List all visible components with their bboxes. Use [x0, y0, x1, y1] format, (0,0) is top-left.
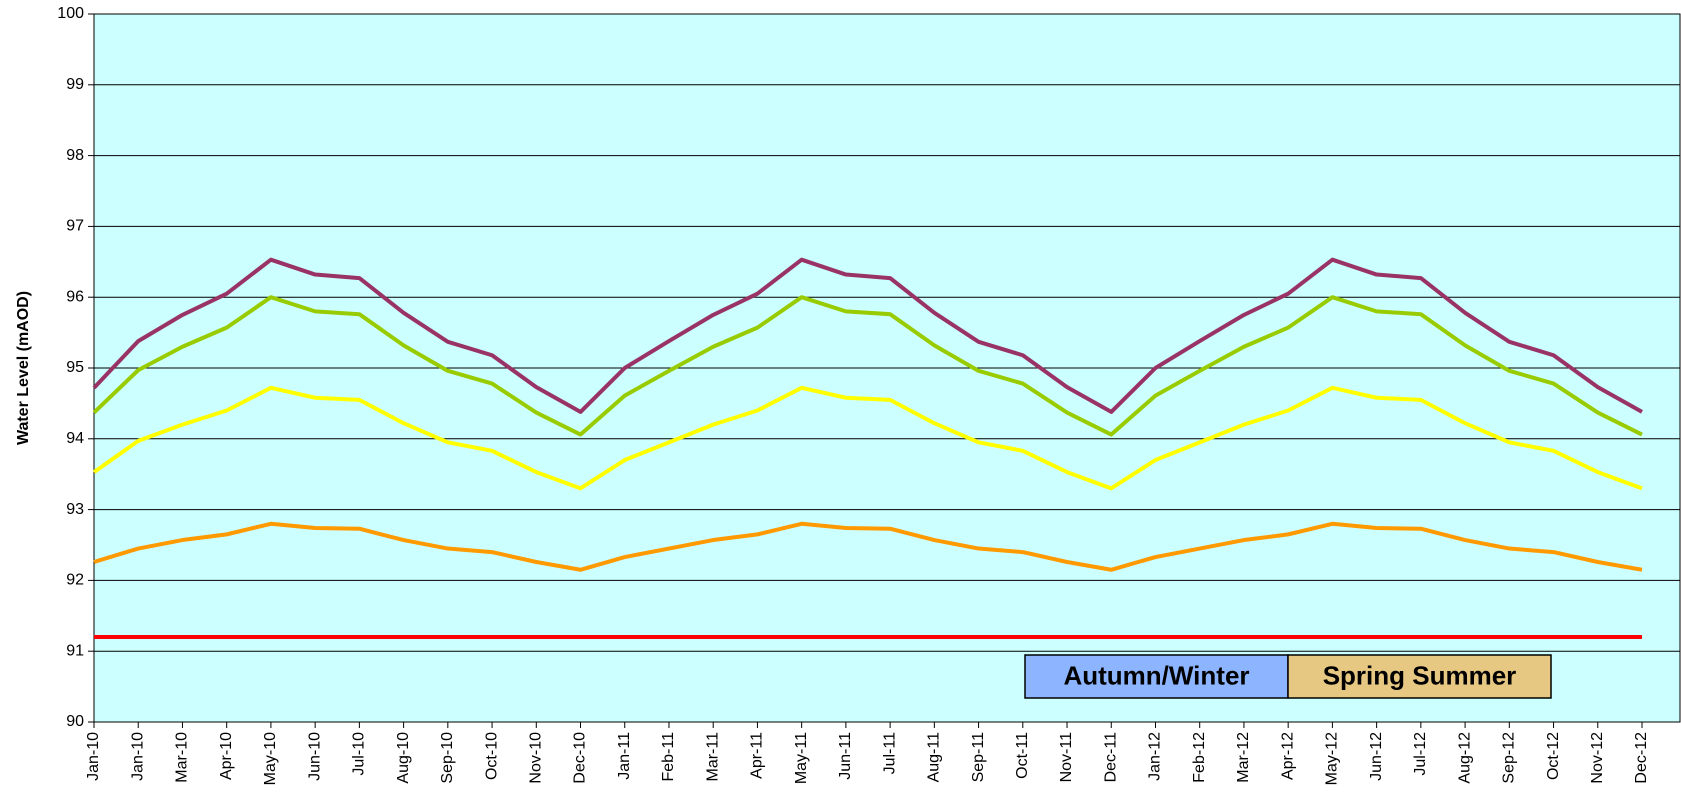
x-tick-label: Jan-11: [616, 732, 633, 780]
y-tick-label: 99: [66, 76, 84, 93]
x-tick-label: Aug-11: [926, 732, 943, 783]
x-tick-label: Apr-12: [1279, 732, 1296, 780]
x-tick-label: Nov-11: [1058, 732, 1075, 782]
x-tick-label: Apr-10: [218, 732, 235, 780]
x-tick-label: Sep-10: [439, 732, 456, 784]
y-tick-label: 98: [66, 147, 84, 164]
y-tick-label: 90: [66, 713, 84, 730]
x-tick-label: Feb-11: [660, 732, 677, 782]
x-tick-label: Aug-10: [395, 732, 412, 784]
y-tick-label: 96: [66, 288, 84, 305]
series-line: [92, 295, 1643, 437]
x-tick-label: Nov-10: [528, 732, 545, 784]
x-tick-label: Aug-12: [1456, 732, 1473, 784]
series-line: [93, 521, 1643, 572]
annotation-box: [1024, 654, 1289, 699]
x-tick-label: Jun-10: [306, 732, 323, 781]
x-tick-label: Dec-10: [572, 732, 589, 784]
x-tick-label: May-10: [262, 732, 279, 785]
y-tick-label: 95: [66, 359, 84, 376]
x-tick-label: Jul-11: [881, 732, 898, 774]
x-tick-label: Sep-12: [1501, 732, 1518, 784]
y-tick-label: 93: [66, 501, 84, 518]
series-line: [92, 257, 1643, 414]
y-tick-label: 94: [66, 430, 84, 447]
x-tick-label: Jun-12: [1368, 732, 1385, 781]
series-line: [92, 385, 1643, 491]
x-tick-label: Jun-11: [837, 732, 854, 780]
x-tick-label: Jan-12: [1147, 732, 1164, 781]
x-tick-label: Sep-11: [970, 732, 987, 783]
y-axis-label: Water Level (mAOD): [15, 291, 32, 445]
x-tick-label: Mar-11: [704, 732, 721, 782]
y-tick-label: 97: [66, 218, 84, 235]
annotation-text: Autumn/Winter: [1063, 660, 1249, 690]
x-tick-label: Jul-12: [1412, 732, 1429, 776]
x-tick-label: Jan-10: [85, 732, 102, 781]
annotation-text: Spring Summer: [1323, 660, 1517, 690]
x-tick-label: Apr-11: [749, 732, 766, 779]
x-tick-label: Nov-12: [1589, 732, 1606, 784]
x-tick-label: Oct-11: [1014, 732, 1031, 779]
annotation-box: [1287, 654, 1552, 699]
y-tick-label: 100: [57, 5, 84, 22]
y-tick-label: 91: [66, 642, 84, 659]
x-tick-label: Mar-10: [174, 732, 191, 783]
x-tick-label: Feb-12: [1191, 732, 1208, 783]
x-tick-label: May-11: [793, 732, 810, 784]
x-tick-label: Jan-10: [129, 732, 146, 781]
x-tick-label: Mar-12: [1235, 732, 1252, 783]
x-tick-label: Oct-12: [1545, 732, 1562, 780]
x-tick-label: Dec-11: [1102, 732, 1119, 782]
x-tick-label: Jul-10: [351, 732, 368, 776]
x-tick-label: Oct-10: [483, 732, 500, 780]
x-tick-label: Dec-12: [1633, 732, 1650, 784]
y-tick-label: 92: [66, 572, 84, 589]
x-tick-label: May-12: [1324, 732, 1341, 785]
